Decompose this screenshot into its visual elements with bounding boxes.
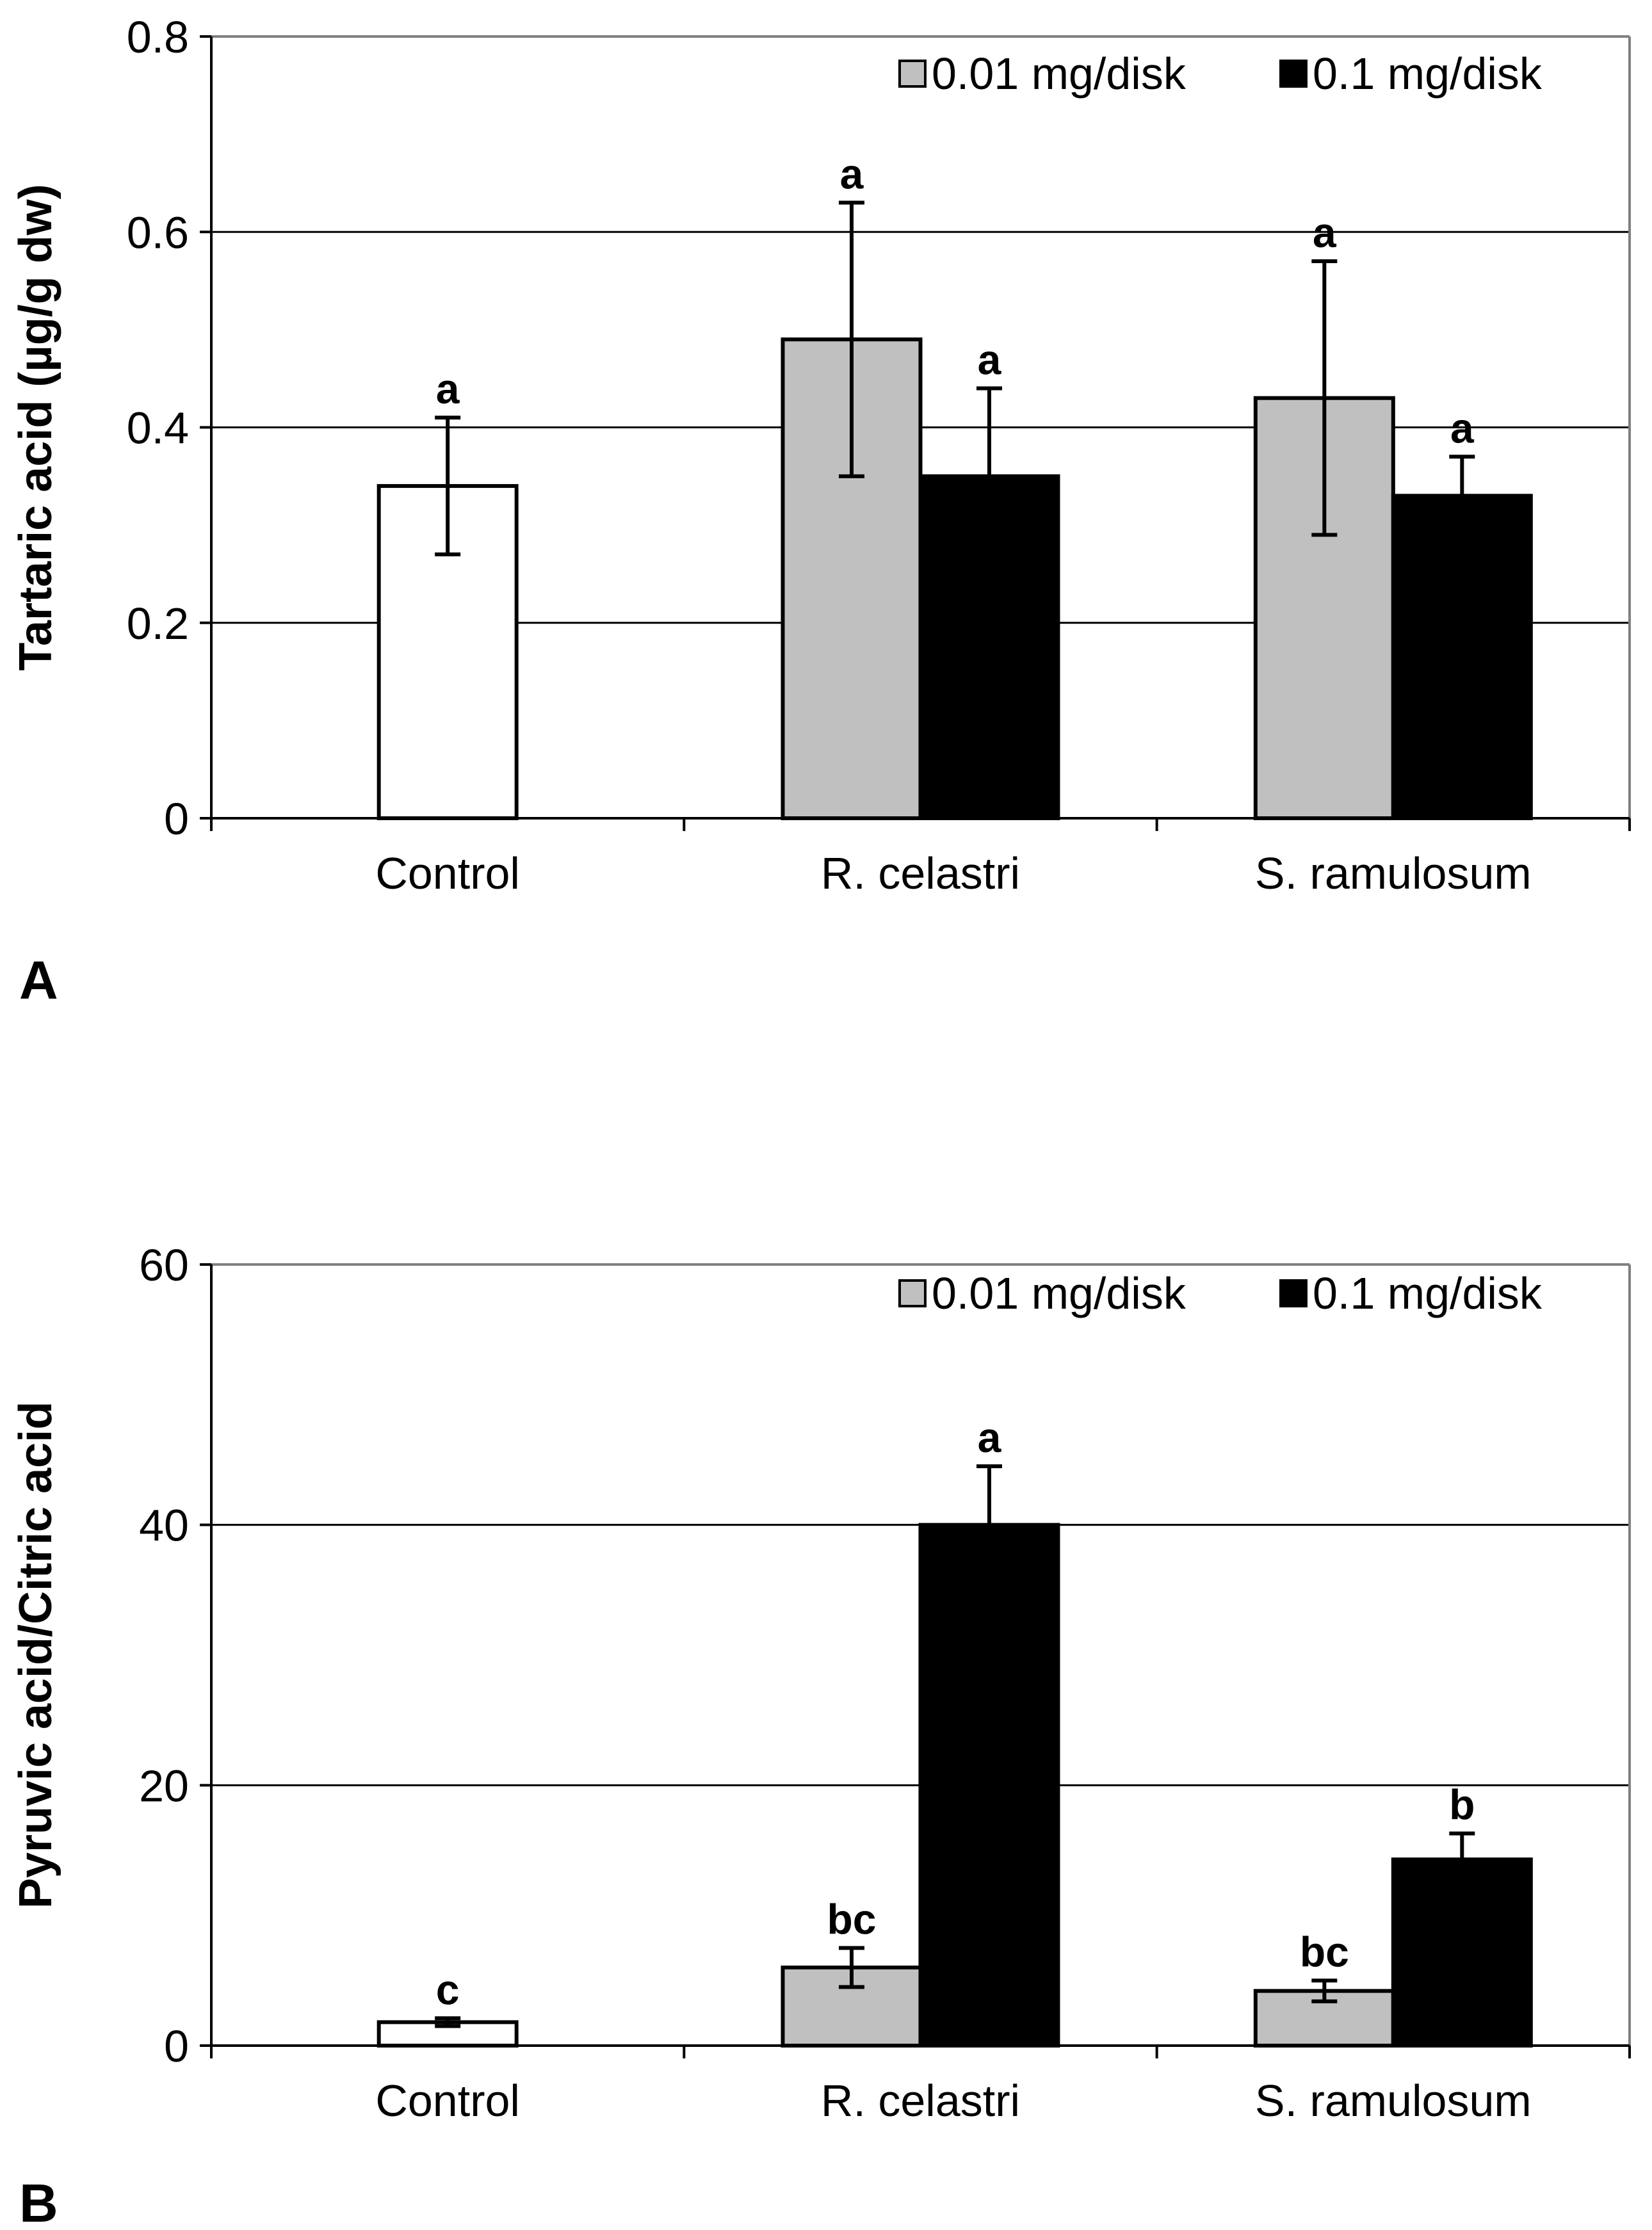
panel-b-y-tick-label: 0 [164,2021,189,2071]
panel-b-x-tick-label-control: Control [375,2076,520,2126]
panel-a-chart: a a a a a 0 0.2 0.4 0.6 0.8 Control R. celastri S. r… [10,12,1631,1010]
panel-b-significance-letter: bc [1300,1928,1349,1975]
panel-a-legend-label-high: 0.1 mg/disk [1313,49,1543,99]
panel-a-significance-letter: a [436,365,460,412]
panel-b-bar-r-celastri-0-1-mg-disk [918,1523,1060,2048]
panel-a-legend-swatch-low [898,60,927,88]
panel-a-y-tick-label: 0.4 [127,403,189,453]
panel-b-legend-label-high: 0.1 mg/disk [1313,1268,1543,1318]
panel-b-y-tick-label: 20 [139,1761,189,1811]
panel-b-significance-letter: bc [827,1896,876,1943]
panel-b-legend: 0.01 mg/disk 0.1 mg/disk [898,1268,1543,1318]
panel-a-significance-letter: a [1313,209,1337,256]
panel-b-significance-letter: a [978,1414,1002,1461]
panel-a-x-tick-label-control: Control [375,848,520,898]
panel-b-legend-label-low: 0.01 mg/disk [932,1268,1186,1318]
panel-b-significance-letter: b [1449,1781,1475,1829]
panel-b-significance-letter: c [436,1966,460,2013]
panel-a-bar-s-ramulosum-0-1-mg-disk [1391,494,1533,821]
panel-a-significance-letter: a [1450,404,1475,451]
panel-b-x-tick-label-r-celastri: R. celastri [821,2076,1020,2126]
panel-a-legend-label-low: 0.01 mg/disk [932,49,1186,99]
panel-a-legend: 0.01 mg/disk 0.1 mg/disk [898,49,1543,99]
panel-a-x-tick-label-s-ramulosum: S. ramulosum [1255,848,1532,898]
panel-a-y-tick-label: 0 [164,794,189,844]
panel-a-x-tick-label-r-celastri: R. celastri [821,848,1020,898]
panel-a-legend-swatch-high [1279,60,1308,88]
panel-a-significance-letter: a [978,335,1002,383]
panel-b-legend-swatch-low [898,1279,927,1307]
panel-b-chart: c bc a bc b 0 20 40 60 Control R. celastri S. ramul… [10,1240,1631,2230]
panel-a-y-tick-label: 0.2 [127,599,189,649]
panel-b-legend-swatch-high [1279,1279,1308,1307]
panel-a-y-axis-label: Tartaric acid (µg/g dw) [10,184,61,670]
panel-a-panel-label: A [19,950,58,1010]
panel-a-y-tick-label: 0.6 [127,207,189,257]
panel-b-panel-label: B [19,2173,58,2230]
panel-a-y-tick-label: 0.8 [127,12,189,62]
panel-b-y-axis-label: Pyruvic acid/Citric acid [10,1402,61,1909]
panel-b-y-tick-label: 60 [139,1240,189,1290]
panel-a-significance-letter: a [840,150,864,197]
panel-b-y-tick-label: 40 [139,1501,189,1551]
panel-b-x-tick-label-s-ramulosum: S. ramulosum [1255,2076,1532,2126]
